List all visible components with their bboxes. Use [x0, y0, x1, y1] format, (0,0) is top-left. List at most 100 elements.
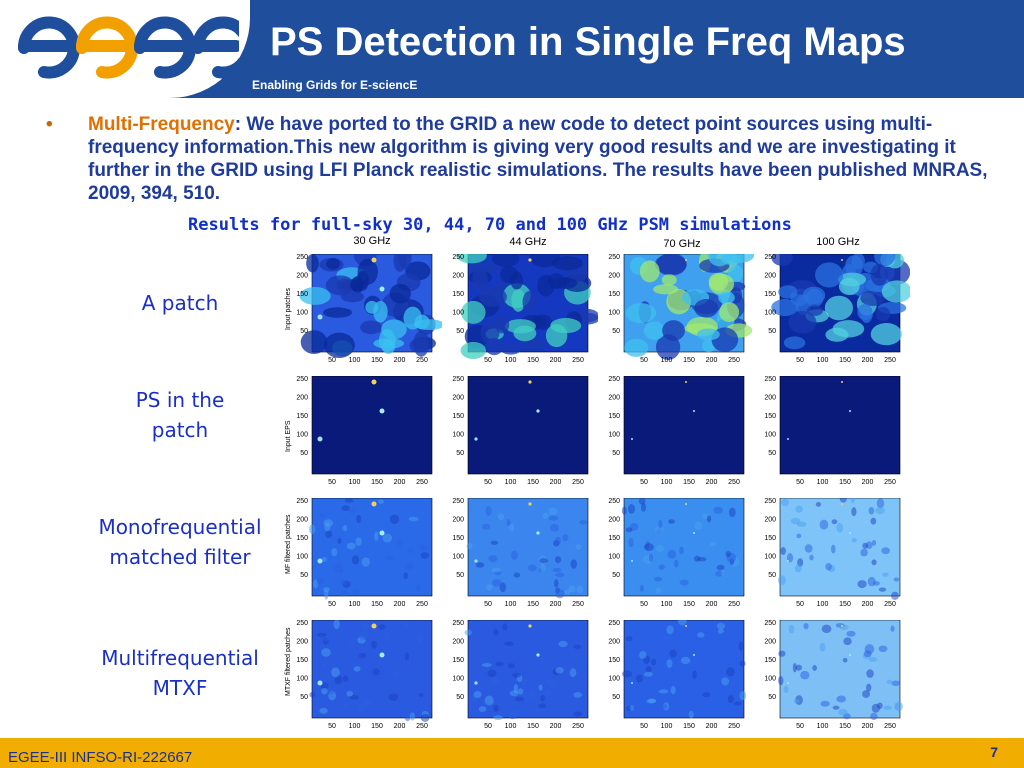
map-texture: [357, 258, 378, 285]
y-tick-label: 250: [764, 254, 776, 261]
freq-label-30: 30 GHz: [353, 235, 391, 247]
y-tick-label: 50: [300, 572, 308, 579]
x-tick-label: 50: [328, 723, 336, 730]
row-label-line1: Multifrequential: [101, 646, 259, 670]
map-texture: [771, 254, 793, 266]
map-texture: [324, 522, 331, 532]
point-source: [536, 531, 540, 535]
map-texture: [548, 515, 559, 521]
map-texture: [721, 677, 730, 686]
map-texture: [504, 641, 514, 646]
map-texture: [322, 307, 353, 318]
map-texture: [815, 502, 822, 507]
map-texture: [306, 254, 319, 273]
x-tick-label: 50: [640, 479, 648, 486]
y-tick-label: 250: [764, 498, 776, 505]
x-tick-label: 250: [884, 479, 896, 486]
map-texture: [694, 298, 719, 318]
point-source: [536, 653, 540, 657]
x-tick-label: 100: [817, 357, 829, 364]
map-texture: [842, 657, 848, 663]
map-texture: [836, 522, 843, 533]
map-texture: [492, 579, 502, 587]
y-tick-label: 200: [764, 395, 776, 402]
x-tick-label: 100: [661, 723, 673, 730]
map-texture: [562, 534, 569, 542]
x-tick-label: 200: [862, 723, 874, 730]
y-tick-label: 100: [452, 432, 464, 439]
map-texture: [323, 587, 330, 593]
map-texture: [510, 550, 519, 560]
map-texture: [692, 670, 697, 679]
map-texture: [341, 505, 350, 512]
x-tick-label: 50: [484, 723, 492, 730]
map-texture: [878, 587, 887, 592]
map-texture: [716, 622, 726, 630]
map-texture: [482, 523, 491, 530]
map-texture: [831, 519, 838, 525]
map-texture: [550, 317, 582, 334]
point-source: [317, 680, 323, 686]
map-texture: [725, 551, 731, 557]
freq-label-100: 100 GHz: [816, 236, 860, 248]
map-texture: [507, 663, 515, 669]
y-tick-label: 250: [452, 254, 464, 261]
map-texture: [830, 544, 836, 554]
map-texture: [645, 666, 652, 673]
map-texture: [493, 629, 499, 636]
map-texture: [670, 685, 676, 695]
map-texture: [781, 498, 789, 507]
map-texture: [872, 539, 877, 546]
y-tick-label: 100: [452, 554, 464, 561]
map-texture: [720, 569, 725, 577]
x-tick-label: 50: [796, 357, 804, 364]
y-tick-label: 100: [296, 676, 308, 683]
map-texture: [374, 531, 379, 542]
y-tick-label: 50: [456, 572, 464, 579]
map-texture: [796, 533, 802, 539]
map-texture: [339, 568, 344, 573]
map-texture: [549, 683, 558, 689]
point-source: [685, 381, 687, 383]
map-texture: [461, 300, 486, 324]
map-texture: [862, 690, 871, 698]
map-texture: [573, 711, 583, 717]
map-texture: [490, 540, 499, 545]
y-tick-label: 150: [452, 657, 464, 664]
map-texture: [658, 519, 663, 529]
map-texture: [780, 547, 786, 556]
map-texture: [504, 319, 536, 334]
map-texture: [555, 572, 565, 578]
map-texture: [360, 320, 383, 335]
map-texture: [393, 254, 407, 272]
map-texture: [655, 545, 665, 552]
point-source: [693, 532, 695, 534]
map-texture: [795, 505, 803, 513]
map-texture: [493, 704, 499, 712]
map-texture: [625, 636, 633, 642]
y-tick-label: 50: [768, 694, 776, 701]
x-tick-label: 200: [394, 479, 406, 486]
map-texture: [860, 548, 868, 557]
x-tick-label: 100: [661, 479, 673, 486]
x-tick-label: 250: [572, 479, 584, 486]
map-texture: [568, 585, 576, 593]
map-texture: [875, 307, 891, 322]
map-texture: [717, 628, 724, 634]
y-tick-label: 200: [296, 273, 308, 280]
map-texture: [389, 514, 400, 525]
map-texture: [493, 715, 503, 721]
map-texture: [824, 295, 853, 321]
map-texture: [777, 575, 786, 586]
map-texture: [838, 708, 848, 716]
y-tick-label: 150: [296, 657, 308, 664]
point-source: [693, 410, 695, 412]
map-texture: [679, 702, 685, 712]
x-tick-label: 250: [728, 357, 740, 364]
map-texture: [491, 254, 520, 267]
map-texture: [706, 515, 712, 523]
y-tick-label: 200: [764, 273, 776, 280]
map-panel: 250 200 150 100 50 50 100 150 200 250: [764, 620, 903, 730]
map-texture: [625, 527, 633, 533]
y-tick-label: 250: [608, 376, 620, 383]
